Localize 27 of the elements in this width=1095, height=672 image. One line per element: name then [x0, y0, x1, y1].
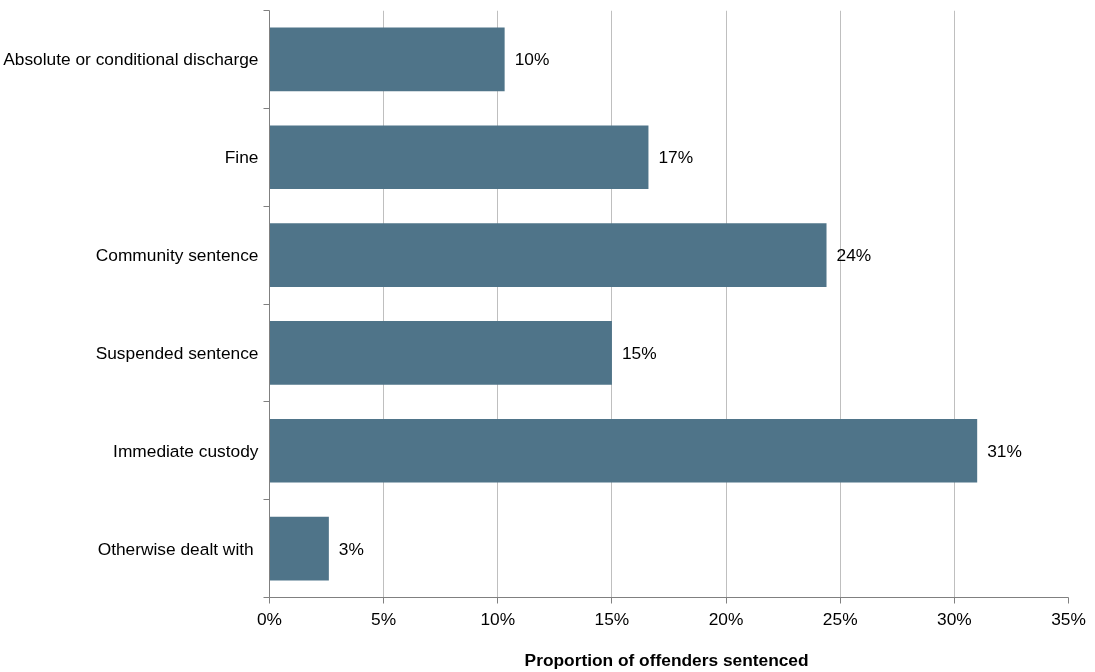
- x-tick-label: 10%: [480, 608, 516, 629]
- bar: [269, 321, 612, 385]
- data-label: 15%: [621, 342, 657, 363]
- x-axis-title: Proportion of offenders sentenced: [524, 649, 809, 670]
- data-label: 31%: [987, 440, 1022, 461]
- y-tick-label: Fine: [224, 147, 259, 168]
- data-label: 3%: [338, 538, 364, 559]
- y-tick-label: Community sentence: [95, 245, 259, 266]
- bar: [269, 223, 827, 287]
- y-tick-label: Otherwise dealt with: [97, 538, 254, 559]
- bar: [269, 516, 329, 581]
- bar: [269, 418, 978, 483]
- x-tick-label: 15%: [594, 608, 630, 629]
- x-tick-label: 30%: [937, 608, 972, 629]
- x-tick-label: 25%: [822, 608, 858, 629]
- bar: [269, 27, 505, 92]
- y-tick-label: Absolute or conditional discharge: [3, 49, 259, 70]
- data-label: 24%: [836, 245, 872, 266]
- x-tick-label: 20%: [708, 608, 744, 629]
- x-tick-label: 35%: [1051, 608, 1086, 629]
- y-tick-label: Suspended sentence: [95, 342, 259, 363]
- x-tick-label: 0%: [256, 608, 283, 629]
- data-label: 10%: [514, 49, 550, 70]
- data-label: 17%: [658, 147, 694, 168]
- y-tick-label: Immediate custody: [113, 440, 259, 461]
- bar: [269, 125, 649, 190]
- x-tick-label: 5%: [371, 608, 397, 629]
